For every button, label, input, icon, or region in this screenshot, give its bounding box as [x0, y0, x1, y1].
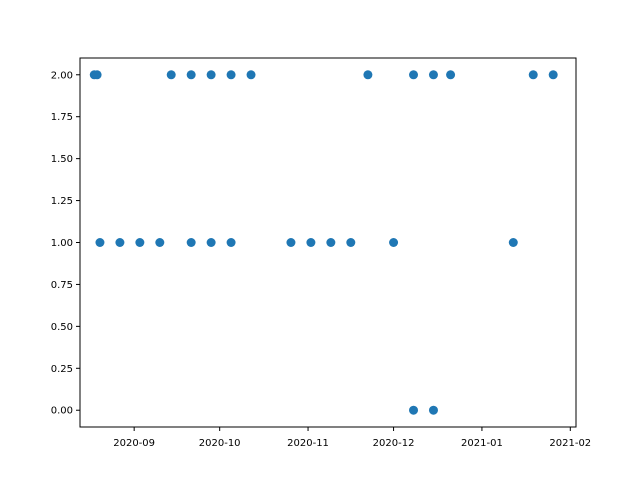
data-point	[346, 238, 356, 247]
data-point	[428, 405, 438, 415]
data-point	[226, 238, 236, 247]
data-point	[446, 70, 456, 80]
x-tick-label: 2020-09	[113, 438, 155, 449]
x-axis-ticks: 2020-09 2020-10 2020-11 2020-12 2021-01 2021-…	[113, 427, 591, 449]
y-tick-label: 1.25	[51, 196, 73, 207]
data-point	[166, 70, 176, 80]
data-point	[428, 70, 438, 80]
data-point	[155, 238, 165, 247]
data-point	[135, 238, 145, 247]
x-tick-label: 2020-12	[373, 438, 415, 449]
data-point	[92, 70, 102, 80]
y-tick-label: 1.00	[51, 238, 73, 249]
data-point	[528, 70, 538, 80]
x-tick-label: 2020-11	[287, 438, 329, 449]
data-point	[409, 405, 419, 415]
data-point	[363, 70, 373, 80]
plot-area-frame	[79, 57, 577, 428]
data-point	[548, 70, 558, 80]
y-tick-label: 1.75	[51, 112, 73, 123]
y-tick-label: 0.25	[51, 364, 73, 375]
data-point	[286, 238, 296, 247]
x-tick-label: 2021-02	[549, 438, 591, 449]
x-tick-label: 2020-10	[199, 438, 241, 449]
data-point	[115, 238, 125, 247]
data-points	[89, 70, 558, 415]
data-point	[389, 238, 399, 247]
data-point	[508, 238, 518, 247]
data-point	[186, 238, 196, 247]
x-tick-label: 2021-01	[461, 438, 503, 449]
data-point	[409, 70, 419, 80]
data-point	[226, 70, 236, 80]
data-point	[246, 70, 256, 80]
y-tick-label: 1.50	[51, 154, 73, 165]
y-axis-ticks: 0.00 0.25 0.50 0.75 1.00 1.25 1.50 1.75 2.00	[51, 70, 80, 417]
data-point	[206, 70, 216, 80]
data-point	[306, 238, 316, 247]
y-tick-label: 2.00	[51, 70, 73, 81]
y-tick-label: 0.50	[51, 322, 73, 333]
y-tick-label: 0.00	[51, 406, 73, 417]
y-tick-label: 0.75	[51, 280, 73, 291]
data-point	[186, 70, 196, 80]
data-point	[206, 238, 216, 247]
data-point	[95, 238, 105, 247]
data-point	[326, 238, 336, 247]
